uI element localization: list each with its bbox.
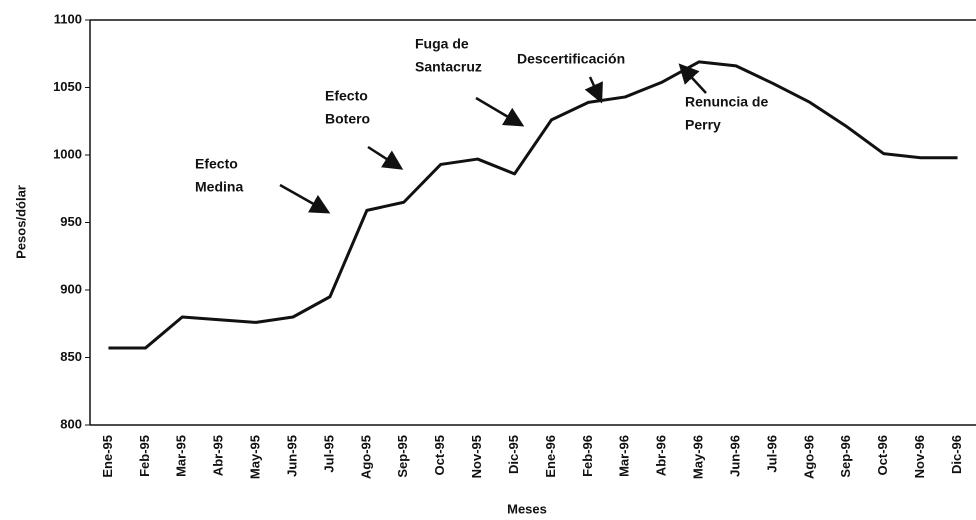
x-tick-label: Nov-95 — [469, 435, 484, 478]
annotation: Efecto — [325, 88, 368, 104]
x-tick-label: Feb-95 — [137, 435, 152, 477]
arrow — [678, 63, 707, 94]
annotation: Botero — [325, 111, 370, 127]
y-tick-label: 900 — [60, 281, 82, 296]
y-tick-label: 850 — [60, 349, 82, 364]
x-tick-label: Nov-96 — [912, 435, 927, 478]
y-tick-label: 800 — [60, 416, 82, 431]
x-tick-label: Jun-96 — [727, 435, 742, 477]
x-tick-label: Ene-96 — [543, 435, 558, 478]
annotation: Descertificación — [517, 51, 625, 67]
arrow — [367, 145, 404, 170]
x-tick-label: Jun-95 — [284, 435, 299, 477]
y-axis-label: Pesos/dólar — [13, 185, 28, 259]
x-tick-label: Oct-95 — [432, 435, 447, 475]
y-tick-label: 1000 — [53, 146, 82, 161]
arrow — [475, 96, 525, 127]
arrow — [584, 76, 603, 104]
x-tick-label: Abr-95 — [211, 435, 226, 476]
x-tick-label: Abr-96 — [654, 435, 669, 476]
x-tick-label: Sep-95 — [395, 435, 410, 478]
x-tick-label: Ago-96 — [801, 435, 816, 479]
x-tick-label: Dic-95 — [506, 435, 521, 474]
annotation: Renuncia de — [685, 94, 768, 110]
x-tick-label: May-95 — [248, 435, 263, 479]
x-tick-label: Jul-95 — [321, 435, 336, 473]
x-tick-label: Ene-95 — [100, 435, 115, 478]
x-tick-label: Sep-96 — [838, 435, 853, 478]
annotation: Fuga de — [415, 36, 469, 52]
annotation: Perry — [685, 117, 721, 133]
x-tick-label: Jul-96 — [764, 435, 779, 473]
line — [108, 60, 958, 350]
x-axis-label: Meses — [507, 501, 547, 516]
annotation: Santacruz — [415, 59, 482, 75]
x-tick-label: May-96 — [691, 435, 706, 479]
annotation: Medina — [195, 179, 243, 195]
annotation: Efecto — [195, 156, 238, 172]
x-tick-label: Oct-96 — [875, 435, 890, 475]
y-tick-label: 1100 — [54, 11, 82, 26]
y-tick-label: 950 — [60, 214, 82, 229]
x-tick-label: Mar-95 — [174, 435, 189, 477]
x-tick-label: Ago-95 — [358, 435, 373, 479]
arrow — [279, 183, 331, 214]
x-tick-label: Feb-96 — [580, 435, 595, 477]
y-tick-label: 1050 — [53, 79, 82, 94]
x-tick-label: Mar-96 — [617, 435, 632, 477]
x-tick-label: Dic-96 — [949, 435, 964, 474]
